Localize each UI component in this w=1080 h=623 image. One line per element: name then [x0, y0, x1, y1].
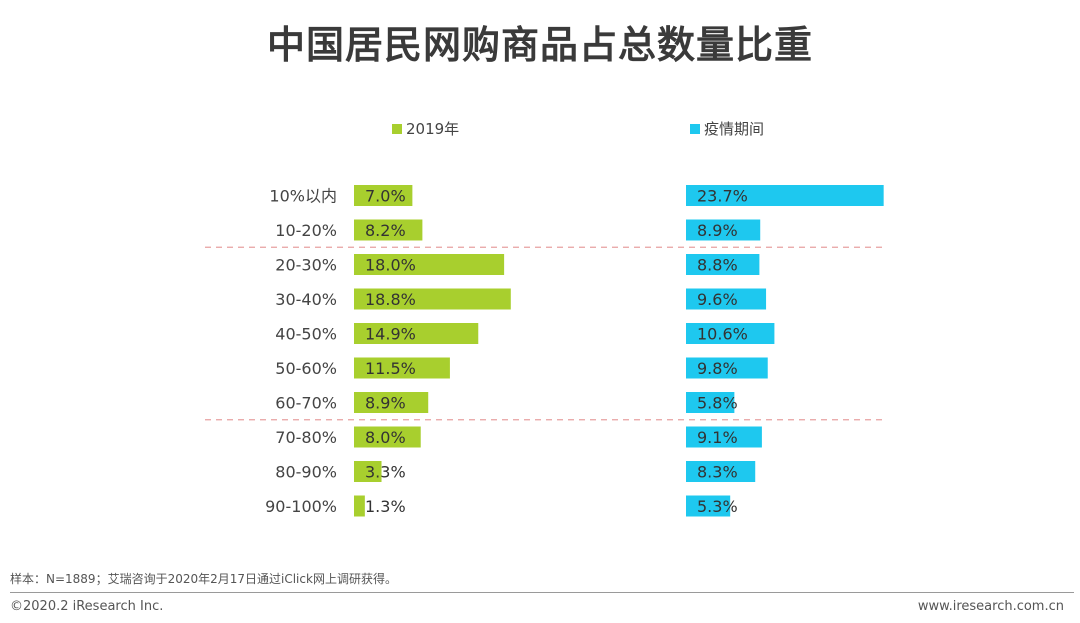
category-label: 80-90%	[275, 463, 337, 482]
sample-note: 样本：N=1889；艾瑞咨询于2020年2月17日通过iClick网上调研获得。	[10, 572, 397, 586]
bar-series2	[686, 392, 735, 413]
data-label-series2: 8.8%	[697, 256, 738, 275]
bar-series2	[686, 254, 760, 275]
legend-swatch-2	[690, 124, 700, 134]
category-label: 20-30%	[275, 256, 337, 275]
data-label-series2: 9.1%	[697, 428, 738, 447]
legend-label-1: 2019年	[406, 120, 459, 138]
data-label-series2: 8.3%	[697, 463, 738, 482]
bar-chart: 2019年 疫情期间 10%以内 10-20% 20-30% 30-40% 40-50% 50…	[205, 120, 884, 517]
bar-series1	[354, 426, 421, 448]
data-label-series2: 8.9%	[697, 221, 738, 240]
bar-series2	[686, 357, 768, 379]
data-label-series1: 7.0%	[365, 187, 406, 206]
bar-series2	[686, 288, 767, 310]
bar-series1	[354, 219, 423, 241]
bar-series2	[686, 323, 775, 344]
data-label-series2: 9.8%	[697, 359, 738, 378]
category-label: 50-60%	[275, 359, 337, 378]
data-label-series1: 8.0%	[365, 428, 406, 447]
data-label-series1: 8.9%	[365, 394, 406, 413]
bar-series1	[354, 288, 511, 310]
data-label-series1: 8.2%	[365, 221, 406, 240]
data-label-series1: 18.0%	[365, 256, 416, 275]
data-label-series2: 10.6%	[697, 325, 748, 344]
category-label: 40-50%	[275, 325, 337, 344]
legend-swatch-1	[392, 124, 402, 134]
bar-series2	[686, 426, 762, 448]
category-label: 60-70%	[275, 394, 337, 413]
category-label: 10%以内	[269, 187, 337, 206]
bar-series1	[354, 461, 382, 482]
category-label: 90-100%	[265, 497, 337, 516]
bar-series1	[354, 323, 479, 344]
bar-series2	[686, 495, 731, 517]
data-label-series2: 5.8%	[697, 394, 738, 413]
data-label-series2: 5.3%	[697, 497, 738, 516]
legend-label-2: 疫情期间	[704, 120, 764, 138]
bar-series1	[354, 392, 429, 413]
data-label-series1: 11.5%	[365, 359, 416, 378]
category-label: 70-80%	[275, 428, 337, 447]
data-label-series1: 14.9%	[365, 325, 416, 344]
footer-divider	[10, 592, 1074, 593]
bar-series2	[686, 461, 756, 482]
bar-series2	[686, 185, 884, 206]
bar-series1	[354, 495, 365, 517]
bar-series1	[354, 254, 505, 275]
website-link[interactable]: www.iresearch.com.cn	[917, 599, 1064, 614]
category-label: 10-20%	[275, 221, 337, 240]
copyright: ©2020.2 iResearch Inc.	[10, 599, 164, 614]
bar-series2	[686, 219, 761, 241]
category-label: 30-40%	[275, 290, 337, 309]
data-label-series2: 23.7%	[697, 187, 748, 206]
chart-title: 中国居民网购商品占总数量比重	[266, 23, 813, 67]
data-label-series1: 18.8%	[365, 290, 416, 309]
data-label-series2: 9.6%	[697, 290, 738, 309]
data-label-series1: 3.3%	[365, 463, 406, 482]
data-label-series1: 1.3%	[365, 497, 406, 516]
bar-series1	[354, 357, 450, 379]
bar-series1	[354, 185, 413, 206]
